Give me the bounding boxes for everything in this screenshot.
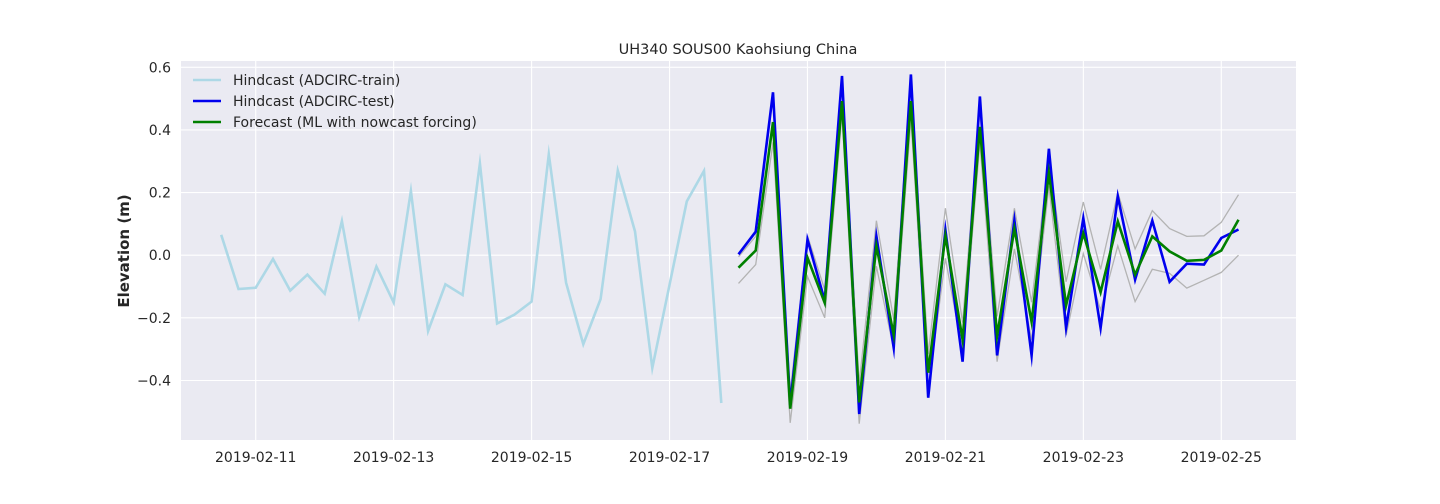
grid [181, 61, 1296, 440]
legend-label-forecast: Forecast (ML with nowcast forcing) [233, 115, 477, 131]
y-tick-label: 0.2 [149, 186, 171, 202]
legend-label-test: Hindcast (ADCIRC-test) [233, 94, 395, 110]
x-tick-label: 2019-02-23 [1043, 450, 1124, 466]
series-line-forecast [737, 100, 1240, 409]
band-lower-line [738, 114, 1239, 424]
x-tick-label: 2019-02-25 [1181, 450, 1262, 466]
x-tick-label: 2019-02-15 [491, 450, 572, 466]
series-line-train [219, 143, 723, 404]
series-lines [219, 74, 1240, 415]
y-tick-label: 0.0 [149, 248, 171, 264]
y-tick-label: −0.4 [137, 373, 171, 389]
tick-labels: −0.4 −0.2 0.0 0.2 0.4 0.6 2019-02-11 2019-02-13… [137, 60, 1262, 466]
x-tick-label: 2019-02-13 [353, 450, 434, 466]
y-tick-label: 0.6 [149, 60, 171, 76]
chart-title: UH340 SOUS00 Kaohsiung China [619, 42, 858, 58]
x-tick-label: 2019-02-11 [215, 450, 296, 466]
legend-label-train: Hindcast (ADCIRC-train) [233, 73, 400, 89]
y-tick-label: −0.2 [137, 311, 171, 327]
y-axis-label: Elevation (m) [115, 194, 133, 307]
x-tick-label: 2019-02-21 [905, 450, 986, 466]
legend: Hindcast (ADCIRC-train) Hindcast (ADCIRC… [193, 73, 477, 131]
y-tick-label: 0.4 [149, 123, 171, 139]
x-tick-label: 2019-02-17 [629, 450, 710, 466]
x-tick-label: 2019-02-19 [767, 450, 848, 466]
